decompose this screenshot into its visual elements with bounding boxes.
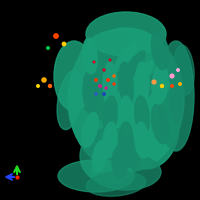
Ellipse shape <box>109 79 179 169</box>
Ellipse shape <box>57 70 83 130</box>
Ellipse shape <box>135 96 149 136</box>
Ellipse shape <box>93 140 107 172</box>
Point <box>178 82 182 86</box>
Ellipse shape <box>86 12 166 56</box>
Point <box>112 82 116 86</box>
Point <box>98 84 102 88</box>
Point <box>170 84 174 88</box>
Ellipse shape <box>115 41 137 71</box>
Point <box>62 42 66 46</box>
Ellipse shape <box>174 45 194 95</box>
Point <box>48 84 52 88</box>
Point <box>36 84 40 88</box>
Point <box>104 86 108 90</box>
Ellipse shape <box>170 86 182 122</box>
Point <box>94 92 98 96</box>
Ellipse shape <box>112 146 128 178</box>
Ellipse shape <box>151 104 169 144</box>
Point <box>46 46 50 50</box>
Point <box>160 84 164 88</box>
Ellipse shape <box>103 122 117 158</box>
Ellipse shape <box>54 41 94 111</box>
Ellipse shape <box>83 70 97 110</box>
Ellipse shape <box>119 62 133 106</box>
Point <box>92 60 96 64</box>
Ellipse shape <box>58 160 134 192</box>
Point <box>106 78 110 82</box>
Point <box>176 68 180 72</box>
Ellipse shape <box>147 81 169 111</box>
Ellipse shape <box>158 41 194 151</box>
Point <box>102 92 106 96</box>
Point <box>102 68 106 72</box>
Ellipse shape <box>82 113 98 147</box>
Point <box>42 78 46 82</box>
Ellipse shape <box>139 71 161 101</box>
Ellipse shape <box>131 61 153 91</box>
Ellipse shape <box>68 28 184 172</box>
Ellipse shape <box>151 30 169 70</box>
Ellipse shape <box>119 96 133 136</box>
Ellipse shape <box>119 122 133 158</box>
Ellipse shape <box>103 62 117 106</box>
Point <box>54 34 58 38</box>
Point <box>170 74 174 78</box>
Ellipse shape <box>135 62 149 106</box>
Ellipse shape <box>75 31 145 121</box>
Point <box>94 78 98 82</box>
Point <box>108 58 112 62</box>
Ellipse shape <box>152 64 168 104</box>
Ellipse shape <box>83 38 97 74</box>
Ellipse shape <box>103 96 117 136</box>
Ellipse shape <box>123 51 145 81</box>
Ellipse shape <box>135 122 149 158</box>
Ellipse shape <box>86 172 146 196</box>
Point <box>112 74 116 78</box>
Ellipse shape <box>91 154 161 190</box>
Point <box>152 80 156 84</box>
Ellipse shape <box>80 128 140 184</box>
